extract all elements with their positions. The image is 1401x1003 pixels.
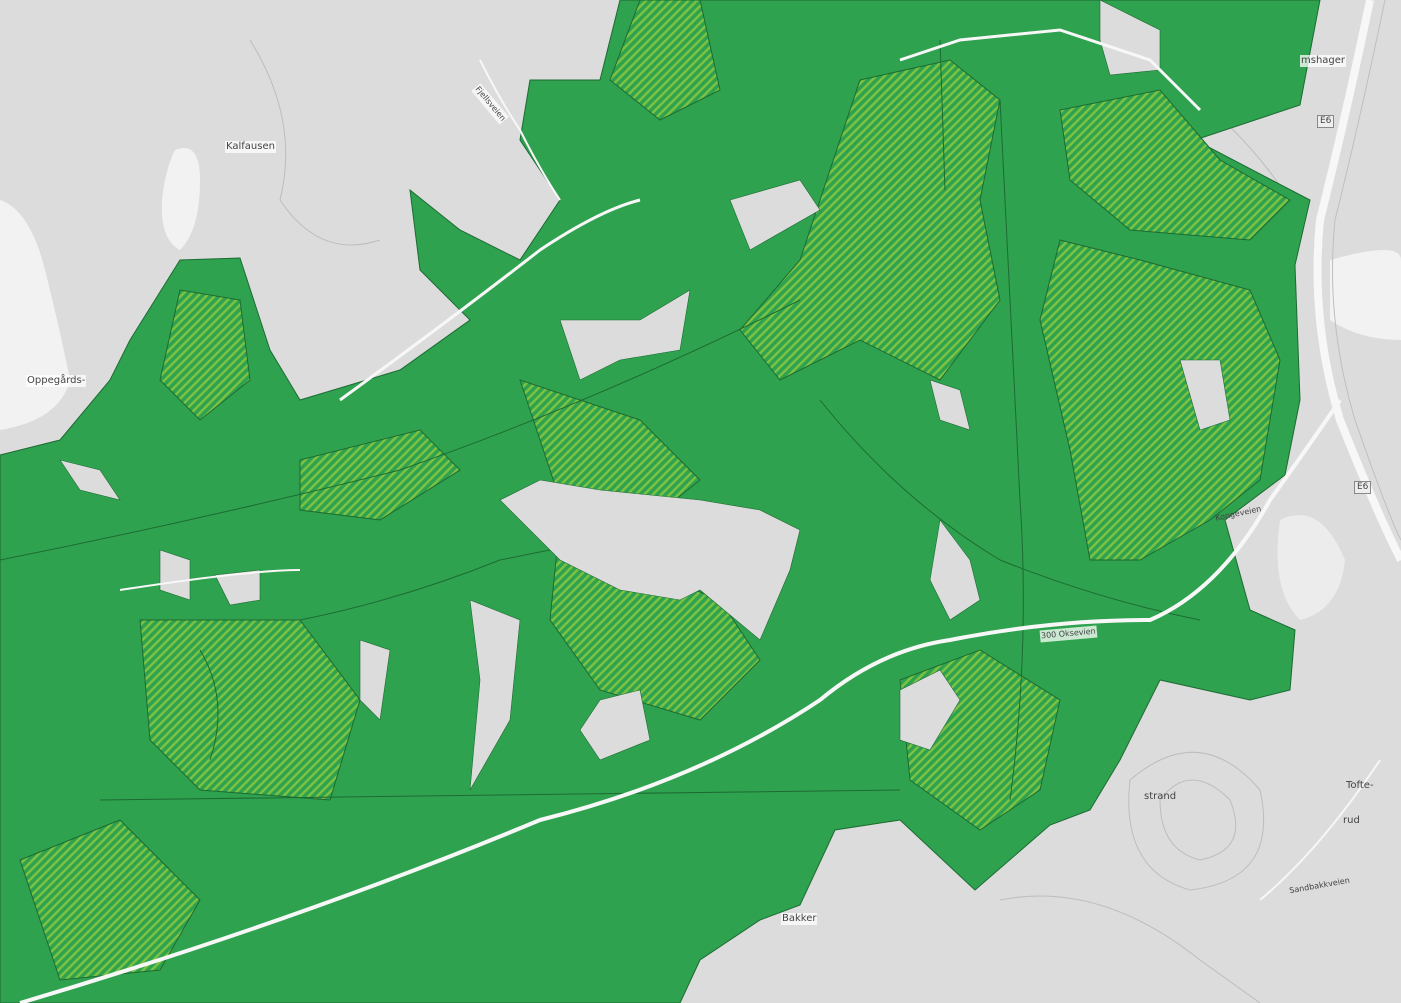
lake-east	[1330, 250, 1401, 340]
route-shield-e6: E6	[1354, 481, 1372, 494]
lake-kalfausen	[161, 148, 200, 250]
lake-west	[0, 200, 70, 430]
place-label-strand: strand	[1144, 791, 1177, 802]
clearings	[59, 0, 1231, 791]
place-label-rud: rud	[1343, 815, 1360, 826]
stand-boundaries	[0, 39, 1201, 801]
place-label-kalfausen: Kalfausen	[225, 141, 276, 153]
field-east	[1277, 515, 1345, 620]
place-label-hager: mshager	[1300, 55, 1347, 67]
route-shield-e6: E6	[1317, 115, 1335, 128]
place-label-bakker: Bakker	[781, 913, 818, 925]
place-label-tofte: Tofte-	[1346, 780, 1374, 791]
railway	[1332, 0, 1401, 541]
highway-e6	[1313, 0, 1401, 562]
place-label-oppegards: Oppegårds-	[26, 375, 87, 387]
roads	[19, 28, 1381, 1003]
hatched-forest-stands	[19, 0, 1291, 981]
